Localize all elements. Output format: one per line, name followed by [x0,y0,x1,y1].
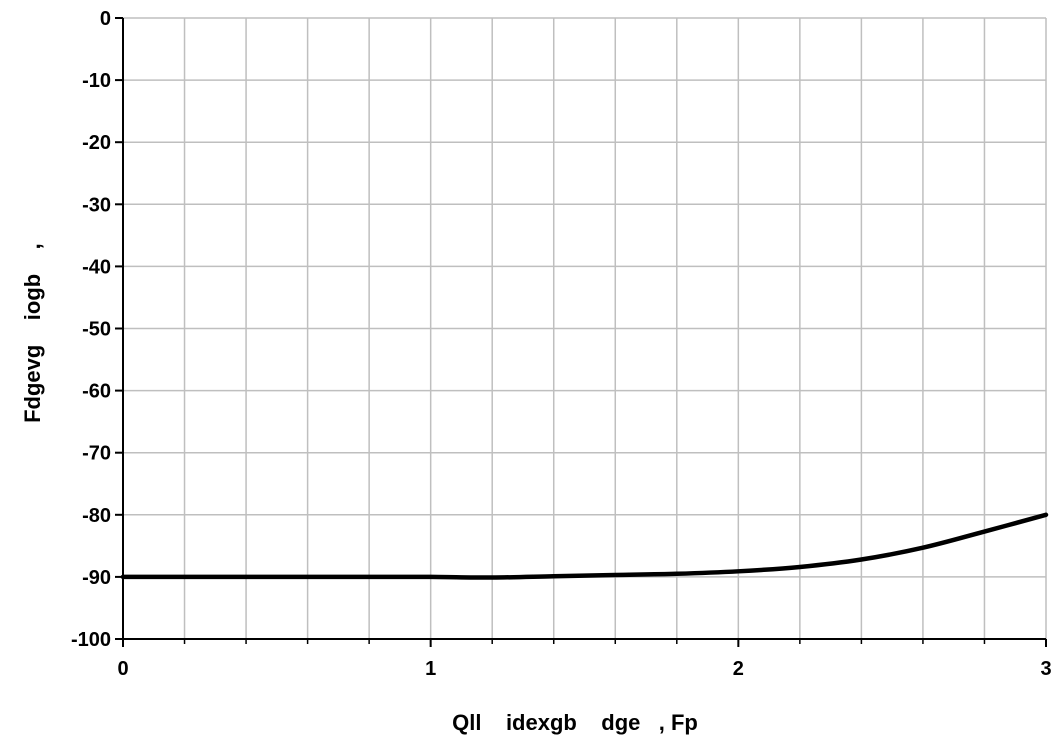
x-axis-title: Qll idexgb dge , Fp [452,710,698,735]
x-tick-label: 1 [425,658,436,680]
x-tick-label: 3 [1040,658,1051,680]
y-tick-label: 0 [100,8,111,30]
y-tick-label: -30 [82,194,111,216]
x-tick-label: 2 [733,658,744,680]
y-tick-label: -40 [82,256,111,278]
y-tick-label: -100 [71,629,111,651]
grid-lines [123,17,1047,639]
y-tick-label: -80 [82,505,111,527]
x-tick-label: 0 [117,658,128,680]
y-tick-label: -90 [82,567,111,589]
axes [115,17,1047,647]
series-layer [120,512,1049,580]
y-tick-label: -60 [82,381,111,403]
y-tick-label: -50 [82,319,111,341]
y-tick-label: -70 [82,443,111,465]
y-tick-label: -10 [82,70,111,92]
tick-labels: 0 -10 -20 -30 -40 -50 -60 -70 -80 -90 -100 0 1 2 3 [71,8,1052,680]
y-tick-label: -20 [82,132,111,154]
y-axis-title: Fdgevg iogb , [20,237,45,423]
series-line [120,512,1049,580]
